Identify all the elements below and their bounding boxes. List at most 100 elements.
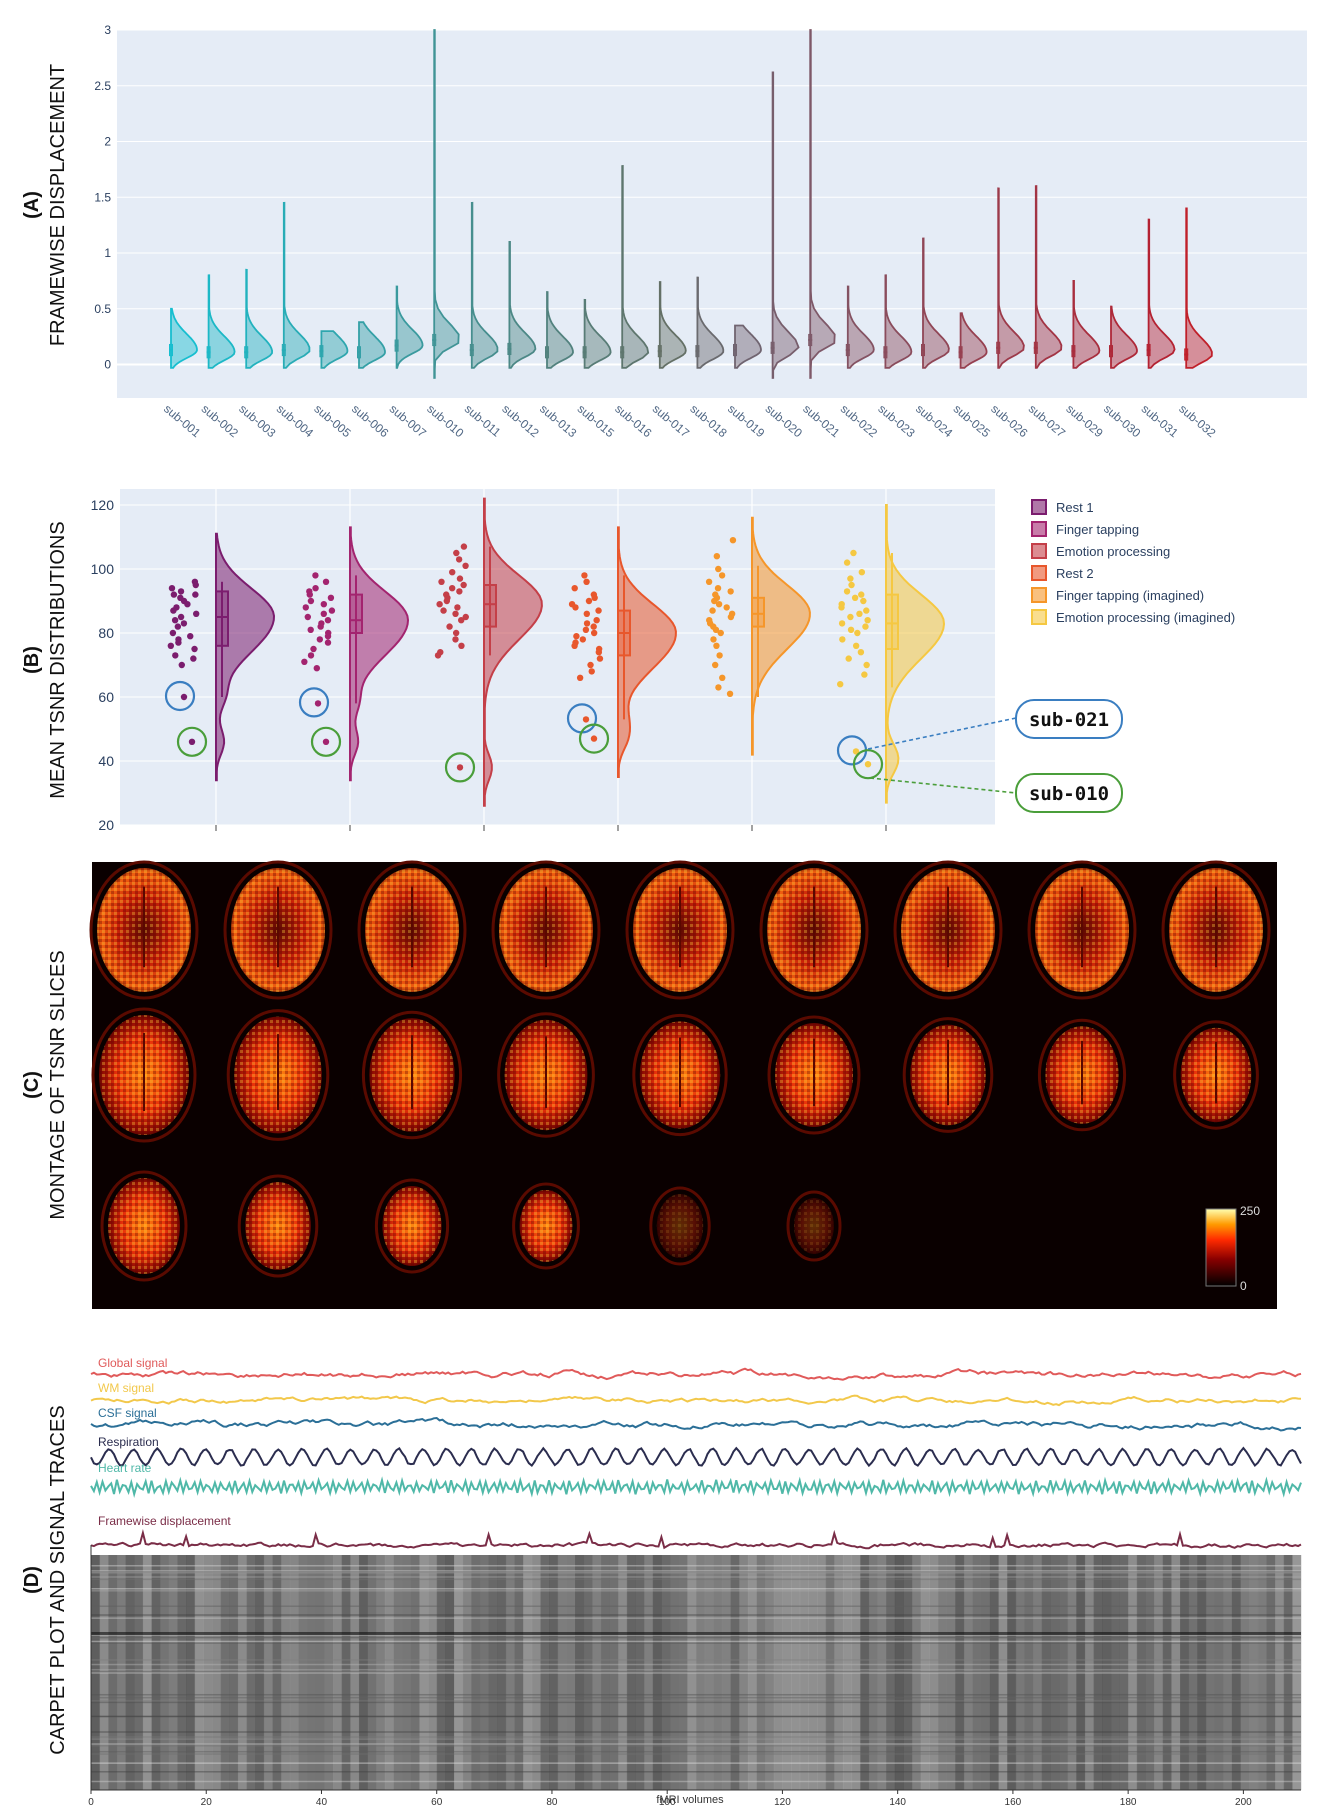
- carpet-column: [626, 1555, 636, 1790]
- panel-b-point: [705, 578, 713, 585]
- panel-b-box: [215, 590, 229, 647]
- panel-b-point: [588, 668, 595, 675]
- carpet-column: [194, 1555, 204, 1790]
- panel-b-point: [717, 629, 724, 637]
- panel-a-violin-sub-005: [320, 330, 349, 369]
- carpet-column: [1171, 1555, 1181, 1790]
- panel-b-point: [436, 601, 443, 608]
- carpet-column: [972, 1555, 982, 1790]
- panel-a-xtick-label: sub-017: [650, 402, 692, 441]
- brain-slice-skull: [902, 1017, 994, 1133]
- panel-b-point: [190, 655, 197, 662]
- trace-line: [90, 1476, 1302, 1498]
- panel-b-point: [719, 674, 726, 681]
- panel-d-signal-traces: Global signal WM signal CSF signal Respirat…: [90, 1356, 1302, 1550]
- panel-b-point: [583, 610, 591, 617]
- carpet-row: [91, 1701, 1301, 1704]
- carpet-column: [1041, 1555, 1051, 1790]
- trace-label: WM signal: [98, 1381, 154, 1395]
- carpet-column: [678, 1555, 688, 1790]
- carpet-column: [419, 1555, 429, 1790]
- carpet-column: [886, 1555, 896, 1790]
- panel-b-point: [312, 585, 319, 592]
- brain-slice-skull: [759, 860, 869, 1000]
- panel-b-point: [716, 652, 723, 659]
- panel-b-ytick-label: 60: [98, 689, 114, 705]
- callout-box-sub-010: [1015, 773, 1123, 813]
- carpet-column: [920, 1555, 930, 1790]
- panel-a-xtick-label: sub-019: [725, 402, 767, 441]
- panel-b-ytick-label: 120: [91, 497, 115, 513]
- panel-a-xtick-label: sub-011: [462, 402, 504, 440]
- carpet-column: [410, 1555, 420, 1790]
- panel-b-point: [863, 607, 870, 614]
- carpet-row: [91, 1715, 1301, 1718]
- carpet-column: [307, 1555, 317, 1790]
- panel-a-xtick-label: sub-002: [199, 402, 241, 441]
- brain-slice-skull: [1037, 1018, 1127, 1132]
- panel-b-point: [590, 629, 598, 637]
- panel-b-point: [715, 601, 723, 608]
- panel-b-point: [711, 597, 718, 605]
- panel-d-xtick-label: 100: [659, 1797, 676, 1808]
- trace-label: Heart rate: [98, 1461, 152, 1475]
- carpet-column: [289, 1555, 299, 1790]
- panel-a-violin-sub-001: [170, 307, 198, 369]
- brain-slice-skull: [625, 860, 735, 1000]
- panel-a-xtick-label: sub-025: [951, 402, 993, 441]
- carpet-column: [168, 1555, 178, 1790]
- panel-a-ytick-label: 2.5: [94, 79, 111, 93]
- panel-b-point: [328, 607, 336, 614]
- panel-b-point: [571, 585, 578, 592]
- panel-b-point: [178, 661, 185, 669]
- panel-a-violin-sub-003: [245, 268, 274, 369]
- panel-b-ytick-label: 100: [91, 561, 115, 577]
- brain-slice-skull: [237, 1174, 319, 1278]
- panel-b-legend: Rest 1 Finger tapping Emotion processing Re…: [1031, 499, 1235, 625]
- carpet-column: [1205, 1555, 1216, 1790]
- brain-slice-skull: [1027, 860, 1137, 1000]
- panel-b-point: [192, 610, 200, 617]
- carpet-row: [91, 1634, 1301, 1637]
- panel-b-point: [452, 610, 459, 617]
- panel-b-point: [304, 613, 312, 621]
- panel-b-point: [585, 597, 593, 605]
- panel-b-point: [858, 569, 866, 576]
- carpet-column: [739, 1555, 749, 1790]
- carpet-column: [523, 1555, 533, 1790]
- panel-d-xtick-label: 140: [889, 1797, 906, 1808]
- panel-a-violin-sub-032: [1185, 207, 1213, 369]
- carpet-row: [91, 1614, 1301, 1616]
- carpet-column: [1154, 1555, 1164, 1790]
- legend-label: Emotion processing: [1056, 544, 1170, 559]
- carpet-column: [341, 1555, 351, 1790]
- carpet-column: [791, 1555, 801, 1790]
- panel-a-violin-sub-031: [1147, 218, 1176, 369]
- carpet-column: [1275, 1555, 1285, 1790]
- panel-b-point: [862, 623, 869, 630]
- panel-b-point: [180, 620, 188, 627]
- panel-b-point: [715, 684, 722, 691]
- carpet-column: [1119, 1555, 1129, 1790]
- carpet-column: [946, 1555, 956, 1790]
- panel-b-point: [583, 578, 590, 585]
- carpet-column: [1162, 1555, 1172, 1790]
- panel-b-point: [316, 636, 324, 643]
- panel-a-violin-sub-015: [583, 298, 612, 369]
- carpet-row: [91, 1590, 1301, 1592]
- brain-slice-skull: [1161, 860, 1271, 1000]
- panel-b-highlight-sub-010: [578, 723, 610, 754]
- panel-a-violin-sub-004: [282, 201, 311, 369]
- carpet-column: [497, 1555, 507, 1790]
- carpet-column: [687, 1555, 697, 1790]
- panel-b-point: [312, 572, 319, 579]
- callout-line-sub-021: [867, 717, 1017, 750]
- panel-a-x-ticks: sub-001sub-002sub-003sub-004sub-005sub-0…: [161, 402, 1219, 441]
- panel-b-point: [454, 604, 461, 611]
- panel-a-ytick-label: 0.5: [94, 302, 111, 316]
- panel-b-point: [579, 636, 587, 643]
- panel-b-point: [593, 617, 600, 624]
- panel-a-violin-sub-018: [696, 276, 725, 369]
- carpet-row: [91, 1736, 1301, 1738]
- panel-a-violin-sub-010: [433, 29, 460, 379]
